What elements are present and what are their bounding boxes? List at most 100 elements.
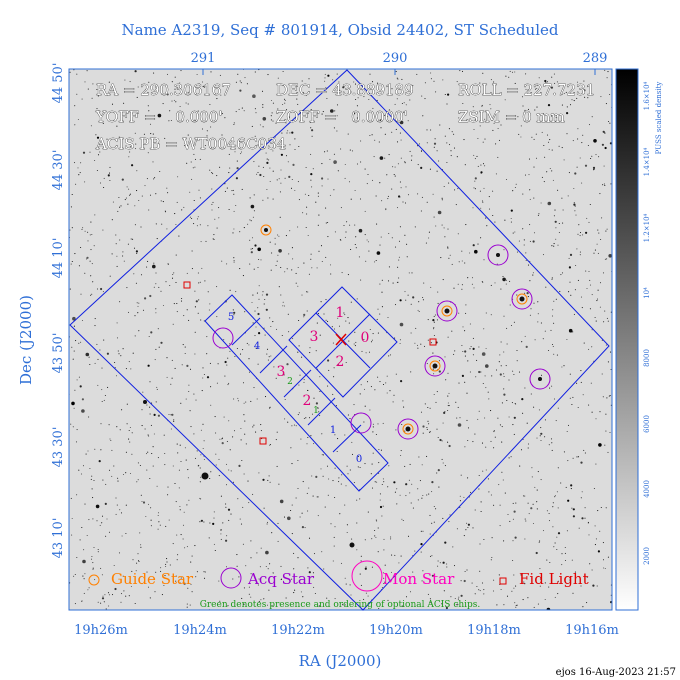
background-star — [513, 587, 515, 589]
background-star — [254, 108, 256, 110]
background-star — [250, 248, 252, 250]
background-star — [513, 416, 516, 419]
background-star — [118, 196, 120, 199]
background-star — [580, 296, 583, 298]
background-star — [472, 347, 475, 350]
background-star — [444, 465, 446, 467]
background-star — [99, 182, 102, 184]
background-star — [357, 97, 359, 99]
background-star — [402, 519, 404, 522]
background-star — [392, 401, 394, 403]
background-star — [445, 606, 448, 610]
background-star — [370, 341, 373, 343]
background-star — [74, 124, 76, 126]
pointing-info: RA = 290.306167 DEC = 43.889189 ROLL = 2… — [95, 81, 596, 154]
background-star — [122, 251, 124, 253]
background-star — [426, 494, 428, 496]
background-star — [434, 138, 436, 140]
background-star — [454, 350, 456, 352]
background-star — [160, 200, 162, 202]
background-star — [186, 309, 188, 311]
background-star — [200, 319, 202, 321]
background-star — [524, 387, 526, 389]
background-star — [483, 187, 485, 189]
background-star — [521, 96, 524, 98]
background-star — [472, 441, 474, 443]
background-star — [236, 167, 239, 170]
background-star — [80, 293, 82, 295]
background-star — [94, 159, 96, 162]
background-star — [450, 155, 452, 157]
background-star — [593, 168, 596, 170]
background-star — [197, 465, 199, 467]
plot-title: Name A2319, Seq # 801914, Obsid 24402, S… — [122, 21, 559, 39]
background-star — [257, 247, 262, 252]
background-star — [354, 224, 356, 226]
background-star — [536, 87, 538, 90]
background-star — [451, 263, 453, 265]
background-star — [449, 514, 451, 516]
background-star — [91, 97, 93, 99]
background-star — [166, 357, 168, 359]
background-star — [308, 273, 310, 275]
background-star — [248, 371, 251, 373]
background-star — [158, 521, 160, 523]
background-star — [113, 465, 115, 467]
background-star — [321, 185, 323, 187]
background-star — [242, 349, 244, 351]
background-star — [568, 266, 572, 269]
background-star — [530, 507, 533, 510]
background-star — [571, 403, 573, 406]
background-star — [226, 263, 228, 265]
background-star — [525, 252, 527, 254]
background-star — [437, 560, 439, 562]
background-star — [353, 481, 355, 484]
background-star — [85, 453, 87, 455]
fid-light-marker — [429, 338, 437, 346]
background-star — [99, 524, 101, 526]
background-star — [92, 567, 94, 569]
background-star — [120, 205, 122, 207]
background-star — [280, 182, 282, 184]
background-star — [235, 204, 237, 207]
background-star — [259, 566, 261, 568]
background-star — [396, 77, 398, 79]
background-star — [224, 375, 226, 377]
y-axis-label: Dec (J2000) — [17, 295, 35, 385]
background-star — [79, 385, 82, 388]
background-star — [400, 450, 402, 452]
background-star — [551, 277, 553, 279]
background-star — [277, 108, 279, 110]
zoff-readout: ZOFF = 0.0000' — [276, 108, 408, 126]
background-star — [545, 286, 547, 288]
background-star — [588, 221, 590, 223]
background-star — [408, 479, 410, 481]
background-star — [412, 296, 415, 299]
background-star — [193, 393, 195, 395]
background-star — [561, 366, 563, 368]
background-star — [125, 451, 127, 453]
background-star — [78, 174, 80, 176]
background-star — [597, 510, 599, 512]
background-star — [604, 567, 606, 570]
background-star — [144, 185, 146, 187]
background-star — [462, 350, 464, 353]
background-star — [597, 229, 599, 231]
background-star — [197, 216, 199, 218]
background-star — [493, 122, 495, 124]
background-star — [432, 193, 434, 195]
background-star — [132, 352, 134, 354]
background-star — [226, 364, 228, 366]
background-star — [495, 143, 497, 145]
background-star — [394, 175, 396, 177]
background-star — [372, 107, 374, 109]
background-star — [388, 154, 390, 156]
background-star — [73, 350, 75, 352]
background-star — [457, 233, 459, 235]
background-star — [407, 194, 410, 196]
background-star — [580, 461, 583, 464]
background-star — [256, 292, 258, 294]
background-star — [107, 592, 110, 594]
background-star — [278, 249, 282, 253]
background-star — [472, 244, 475, 247]
